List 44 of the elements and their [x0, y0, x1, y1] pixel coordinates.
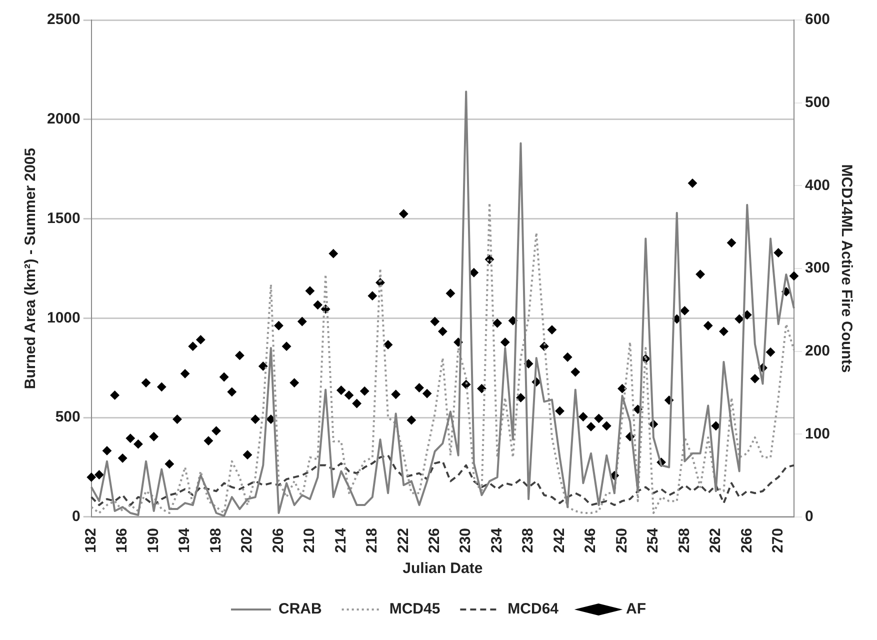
y-tick-label: 1000	[46, 309, 80, 326]
legend-label: MCD64	[508, 600, 560, 618]
x-axis-title: Julian Date	[402, 560, 483, 578]
x-tick-label: 214	[332, 527, 350, 554]
y2-tick-label: 400	[804, 176, 830, 194]
y2-axis-title: MCD14ML Active Fire Counts	[838, 164, 855, 373]
x-tick-label: 210	[301, 528, 318, 554]
x-tick-label: 186	[114, 528, 131, 554]
x-tick-label: 194	[176, 527, 194, 554]
x-tick-label: 254	[644, 527, 662, 554]
y2-tick-label: 0	[804, 508, 814, 526]
x-tick-label: 266	[738, 528, 756, 554]
x-tick-label: 234	[488, 527, 506, 554]
y-axis-title: Burned Area (km²) - Summer 2005	[22, 148, 40, 390]
x-tick-label: 230	[457, 528, 474, 554]
x-tick-label: 206	[270, 528, 287, 554]
x-tick-label: 226	[426, 528, 444, 554]
y2-tick-label: 500	[804, 94, 830, 111]
x-tick-label: 238	[520, 528, 537, 554]
legend-label: CRAB	[278, 600, 322, 618]
y2-tick-label: 200	[804, 342, 830, 360]
legend-label: AF	[626, 600, 646, 618]
y2-tick-label: 300	[804, 260, 830, 277]
x-tick-label: 182	[82, 528, 100, 554]
y-tick-label: 0	[72, 508, 80, 526]
x-tick-label: 222	[394, 528, 412, 554]
x-tick-label: 258	[676, 528, 693, 554]
x-tick-label: 218	[364, 528, 381, 554]
y2-tick-label: 600	[804, 11, 830, 28]
x-tick-label: 262	[707, 528, 724, 554]
line-series	[90, 454, 795, 506]
x-tick-label: 246	[582, 528, 600, 554]
x-tick-label: 250	[613, 528, 630, 554]
x-tick-label: 242	[550, 528, 568, 554]
x-tick-label: 198	[207, 528, 224, 554]
x-tick-label: 270	[770, 528, 786, 554]
y-tick-label: 2000	[46, 110, 80, 128]
y-tick-label: 500	[55, 408, 80, 426]
legend-label: MCD45	[389, 600, 440, 618]
x-tick-label: 202	[238, 528, 256, 554]
y-tick-label: 1500	[46, 210, 80, 227]
y2-tick-label: 100	[804, 425, 830, 442]
y-tick-label: 2500	[46, 11, 80, 28]
x-tick-label: 190	[144, 528, 162, 554]
